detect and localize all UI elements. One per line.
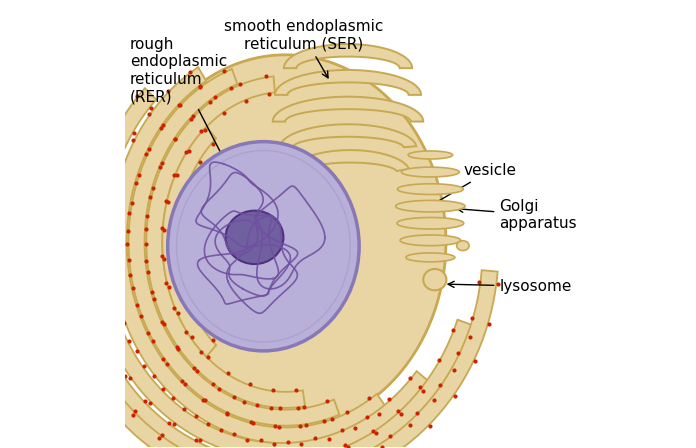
Ellipse shape <box>177 151 350 342</box>
Polygon shape <box>275 70 421 95</box>
Polygon shape <box>55 189 498 448</box>
Ellipse shape <box>168 142 359 351</box>
Text: rough
endoplasmic
reticulum
(RER): rough endoplasmic reticulum (RER) <box>130 37 232 176</box>
Polygon shape <box>280 124 416 147</box>
Polygon shape <box>88 88 429 448</box>
Polygon shape <box>68 131 473 448</box>
Polygon shape <box>284 44 412 68</box>
Text: lysosome: lysosome <box>448 279 571 294</box>
Polygon shape <box>162 127 216 357</box>
Polygon shape <box>111 67 386 444</box>
Ellipse shape <box>457 241 469 250</box>
Polygon shape <box>402 167 459 177</box>
Polygon shape <box>273 97 423 121</box>
Polygon shape <box>129 69 340 426</box>
Polygon shape <box>400 235 461 246</box>
Ellipse shape <box>423 269 446 290</box>
Polygon shape <box>395 200 465 212</box>
Text: vesicle: vesicle <box>429 163 516 206</box>
Polygon shape <box>397 217 464 229</box>
Text: smooth endoplasmic
reticulum (SER): smooth endoplasmic reticulum (SER) <box>224 19 383 78</box>
Text: Golgi
apparatus: Golgi apparatus <box>457 199 577 231</box>
Polygon shape <box>146 76 305 408</box>
Polygon shape <box>406 253 455 262</box>
Polygon shape <box>408 151 452 159</box>
Polygon shape <box>397 184 464 194</box>
Ellipse shape <box>125 55 446 429</box>
Polygon shape <box>291 150 409 172</box>
Ellipse shape <box>226 211 283 264</box>
